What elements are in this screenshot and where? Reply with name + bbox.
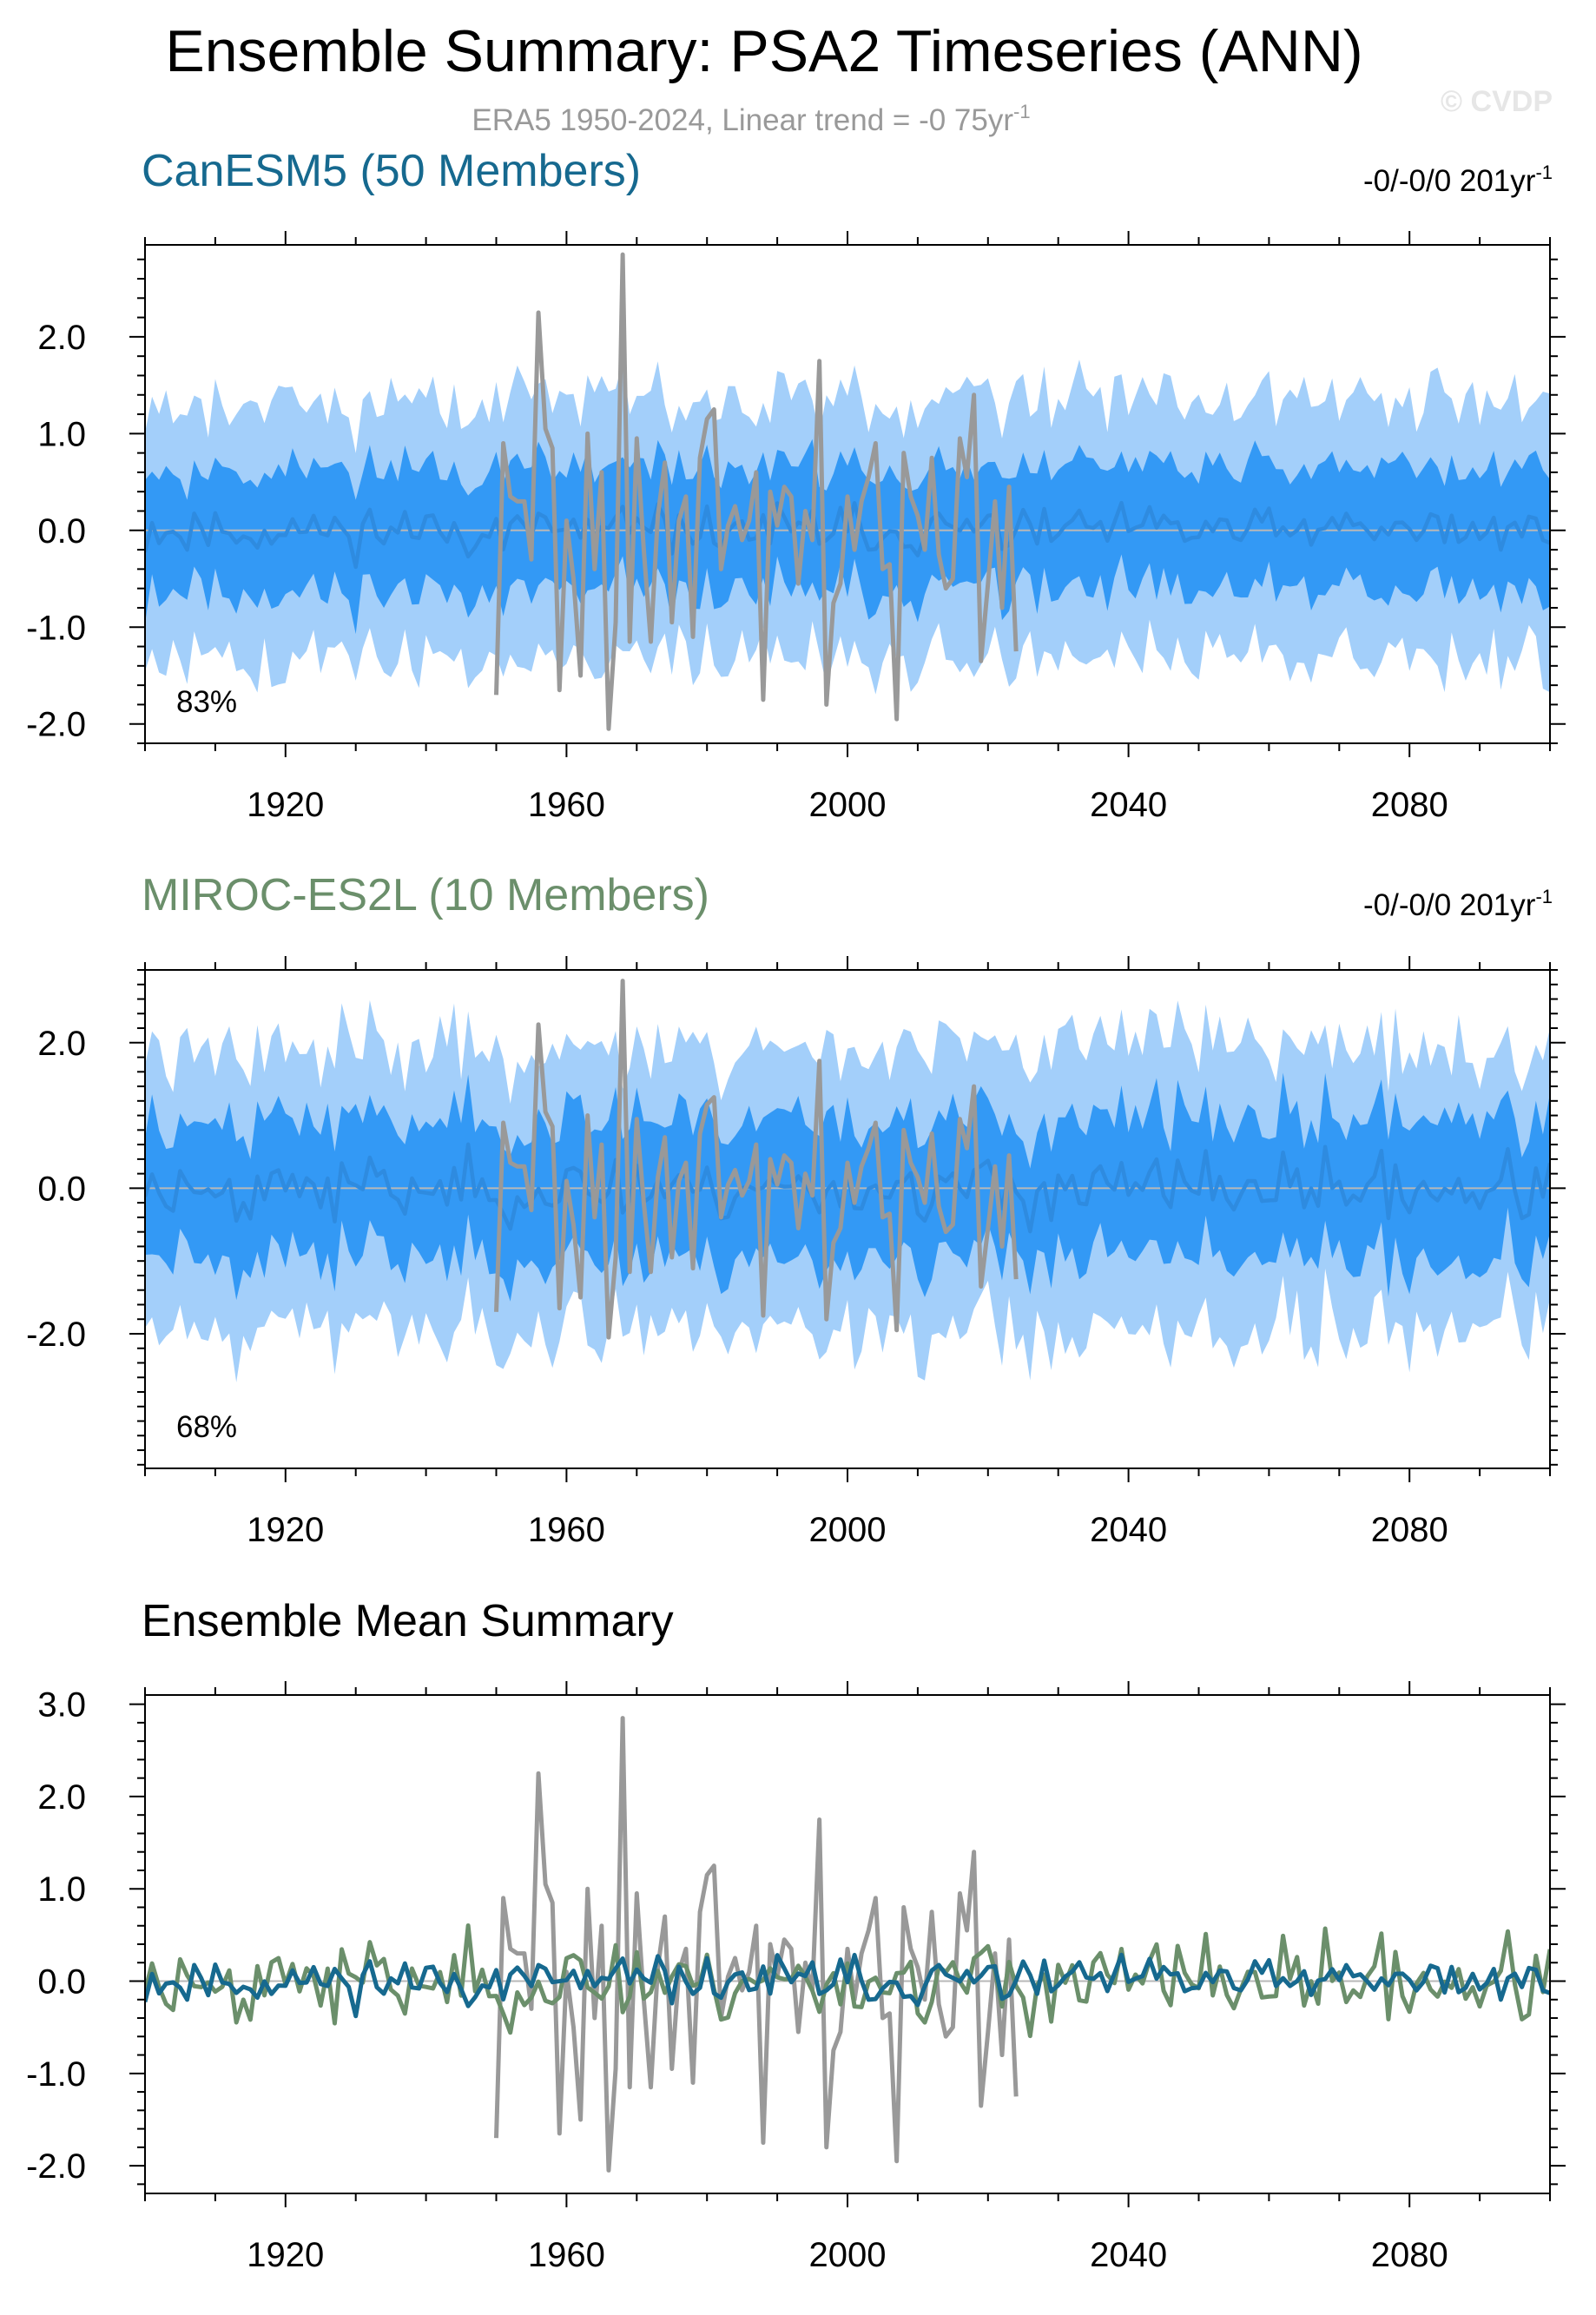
panel-title: CanESM5 (50 Members) (142, 146, 641, 196)
y-tick-label: 0.0 (37, 1170, 86, 1208)
y-tick-label: 0.0 (37, 512, 86, 551)
plot-area: 1920 1960 2000 2040 2080 2.0 1.0 0.0 -1.0 -2.0 (26, 231, 1566, 824)
x-tick-label: 2000 (809, 786, 887, 824)
x-tick-label: 1960 (528, 2236, 605, 2274)
canesm5-mean-line (145, 1952, 1550, 2019)
panel-ensemble-mean-summary: Ensemble Mean Summary 1920 1960 2000 2040 20… (26, 1596, 1566, 2274)
panel-canesm5: CanESM5 (50 Members) -0/-0/0 201yr-1 192… (26, 146, 1566, 824)
x-tick-label: 2040 (1090, 786, 1167, 824)
x-tick-label: 2080 (1371, 2236, 1448, 2274)
plot-content (145, 252, 1550, 731)
era5-observed-line (494, 1716, 1019, 2173)
x-tick-label: 2040 (1090, 2236, 1167, 2274)
trend-label: -0/-0/0 201yr-1 (1363, 162, 1553, 198)
ensemble-inner-band (145, 439, 1550, 635)
y-tick-label: 1.0 (37, 1870, 86, 1909)
y-tick-label: -1.0 (26, 609, 86, 647)
y-tick-label: -2.0 (26, 706, 86, 744)
x-tick-label: 1960 (528, 1511, 605, 1549)
y-tick-label: -1.0 (26, 2055, 86, 2094)
plot-frame (144, 1694, 1551, 2194)
panel-title: MIROC-ES2L (10 Members) (142, 870, 709, 920)
y-tick-label: 2.0 (37, 1025, 86, 1063)
x-tick-label: 2080 (1371, 786, 1448, 824)
panel-title: Ensemble Mean Summary (142, 1596, 674, 1646)
x-tick-label: 2000 (809, 1511, 887, 1549)
y-tick-label: 2.0 (37, 1778, 86, 1817)
x-tick-label: 1960 (528, 786, 605, 824)
plot-area: 1920 1960 2000 2040 2080 3.0 2.0 1.0 0.0 -1.0 -2.0 (26, 1681, 1566, 2274)
plot-area: 1920 1960 2000 2040 2080 2.0 0.0 -2.0 (26, 956, 1566, 1549)
era5-observed-line (494, 979, 1019, 1340)
watermark: © CVDP (1441, 85, 1553, 118)
ensemble-inner-band (145, 1072, 1550, 1302)
y-tick-label: 1.0 (37, 415, 86, 453)
x-tick-label: 2080 (1371, 1511, 1448, 1549)
x-tick-label: 1920 (247, 1511, 324, 1549)
y-tick-label: -2.0 (26, 1316, 86, 1354)
figure-title: Ensemble Summary: PSA2 Timeseries (ANN) (165, 18, 1362, 84)
percent-label: 68% (176, 1410, 237, 1444)
x-tick-label: 2040 (1090, 1511, 1167, 1549)
era5-observed-line (494, 252, 1019, 731)
trend-label: -0/-0/0 201yr-1 (1363, 886, 1553, 922)
figure-subtitle: ERA5 1950-2024, Linear trend = -0 75yr-1 (472, 101, 1030, 137)
y-tick-label: 0.0 (37, 1963, 86, 2002)
y-tick-label: 2.0 (37, 319, 86, 357)
y-tick-label: 3.0 (37, 1686, 86, 1725)
x-tick-label: 2000 (809, 2236, 887, 2274)
ensemble-mean-line (145, 500, 1550, 570)
miroc-es2l-mean-line (145, 1923, 1550, 2039)
percent-label: 83% (176, 685, 237, 719)
panel-miroc-es2l: MIROC-ES2L (10 Members) -0/-0/0 201yr-1 … (26, 870, 1566, 1549)
x-tick-label: 1920 (247, 786, 324, 824)
plot-content (145, 979, 1550, 1382)
y-tick-label: -2.0 (26, 2147, 86, 2186)
x-tick-label: 1920 (247, 2236, 324, 2274)
plot-content (145, 1716, 1550, 2173)
